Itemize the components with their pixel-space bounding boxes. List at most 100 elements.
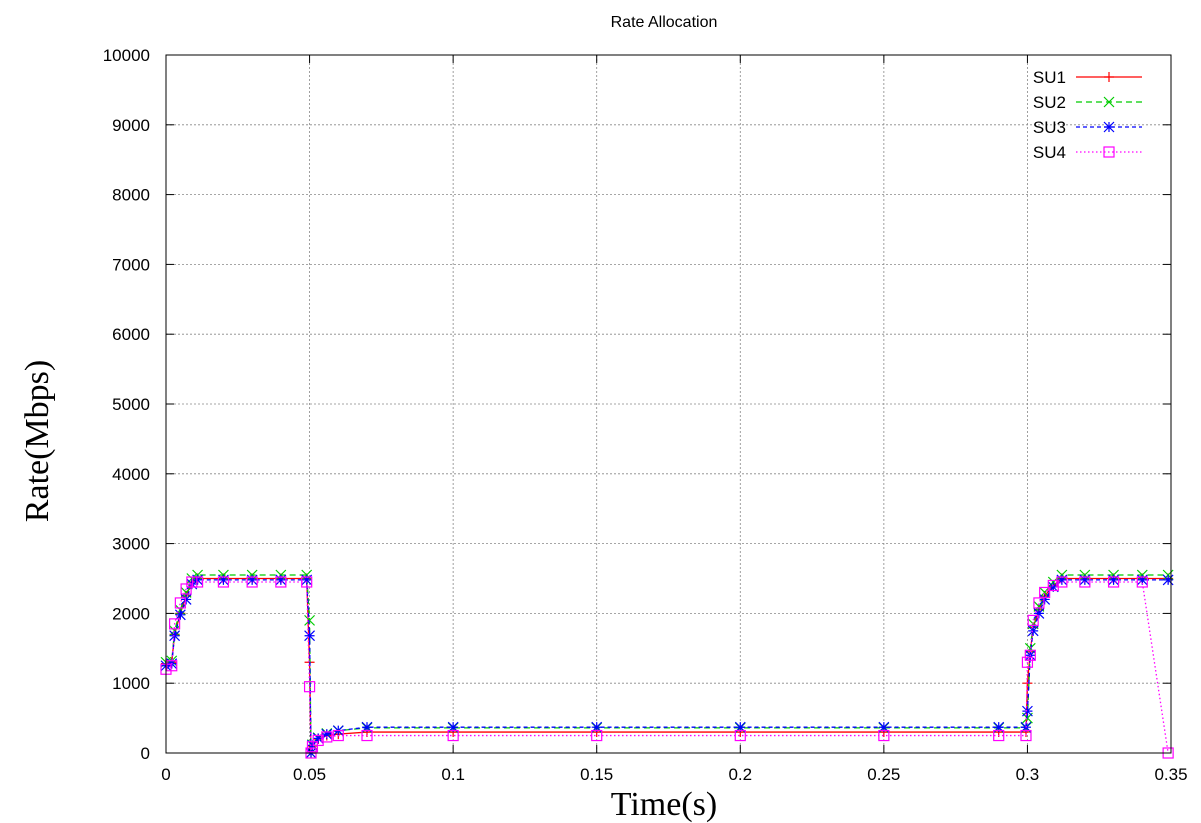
series-layer: [160, 569, 1174, 759]
data-point: [591, 721, 603, 733]
y-tick-label: 3000: [112, 535, 150, 554]
x-tick-label: 0.15: [580, 765, 613, 784]
data-point: [186, 576, 198, 588]
data-point: [734, 721, 746, 733]
data-point: [1027, 625, 1039, 637]
data-point: [306, 741, 319, 753]
data-point: [246, 576, 258, 588]
data-point: [169, 630, 181, 642]
x-tick-label: 0.2: [728, 765, 752, 784]
data-point: [1027, 614, 1039, 626]
legend-marker: [1104, 72, 1114, 82]
y-tick-label: 0: [141, 744, 150, 763]
axis-ticks: 0 0.05 0.1 0.15 0.2 0.25 0.3 0.35 0 1000 2000 3000 4…: [103, 46, 1188, 784]
data-point: [1056, 574, 1068, 586]
y-tick-label: 1000: [112, 674, 150, 693]
data-point: [1033, 607, 1045, 619]
data-point: [301, 574, 313, 586]
series-line: [165, 579, 1169, 754]
data-point: [275, 574, 287, 586]
legend-marker: [1103, 96, 1115, 108]
data-point: [186, 578, 198, 590]
y-tick-label: 6000: [112, 325, 150, 344]
data-point: [1162, 574, 1174, 586]
data-point: [312, 732, 324, 744]
series-line: [165, 574, 1169, 754]
y-tick-label: 10000: [103, 46, 150, 65]
legend-label: SU1: [1033, 68, 1066, 87]
data-point: [1107, 576, 1120, 588]
legend-entry: SU1: [1033, 68, 1142, 87]
data-point: [878, 729, 890, 742]
data-point: [180, 594, 192, 605]
data-point: [878, 721, 890, 733]
grid: [166, 55, 1171, 753]
data-point: [1136, 574, 1148, 586]
data-point: [275, 576, 287, 588]
data-point: [1024, 649, 1036, 661]
legend-entry: SU2: [1033, 93, 1142, 112]
x-axis-label: Time(s): [611, 786, 717, 823]
y-axis-label: Rate(Mbps): [19, 360, 56, 522]
data-point: [246, 574, 258, 586]
data-point: [1047, 581, 1059, 593]
x-tick-label: 0.1: [441, 765, 465, 784]
data-point: [361, 729, 373, 742]
data-point: [1056, 576, 1068, 588]
data-point: [1136, 576, 1148, 588]
data-point: [1079, 576, 1091, 588]
data-point: [332, 729, 344, 742]
x-tick-label: 0.25: [867, 765, 900, 784]
data-point: [1033, 597, 1045, 609]
series-line: [165, 581, 1169, 754]
data-point: [217, 576, 230, 588]
legend: SU1 SU2 SU3 SU4: [1033, 68, 1142, 162]
data-point: [191, 576, 204, 588]
series-SU4: [160, 576, 1174, 759]
legend-entry: SU3: [1033, 118, 1142, 137]
plot-frame: [165, 54, 1172, 754]
data-point: [218, 574, 229, 586]
data-point: [1108, 574, 1119, 586]
data-point: [321, 728, 333, 740]
y-tick-label: 8000: [112, 186, 150, 205]
y-tick-label: 2000: [112, 604, 150, 623]
legend-label: SU4: [1033, 143, 1066, 162]
legend-marker: [1103, 121, 1115, 133]
data-point: [169, 618, 181, 630]
chart-title: Rate Allocation: [611, 14, 718, 31]
data-point: [180, 583, 192, 595]
data-point: [303, 681, 316, 693]
legend-label: SU3: [1033, 118, 1066, 137]
legend-label: SU2: [1033, 93, 1066, 112]
y-tick-label: 4000: [112, 465, 150, 484]
data-point: [993, 721, 1005, 733]
data-point: [304, 614, 315, 626]
data-point: [301, 576, 313, 588]
data-point: [304, 630, 315, 642]
x-tick-label: 0.05: [293, 765, 326, 784]
y-tick-label: 9000: [112, 116, 150, 135]
x-tick-label: 0.35: [1154, 765, 1187, 784]
y-tick-label: 7000: [112, 255, 150, 274]
x-tick-label: 0: [161, 765, 170, 784]
data-point: [1039, 594, 1051, 605]
data-point: [447, 729, 459, 742]
data-point: [321, 731, 333, 743]
data-point: [166, 660, 178, 672]
data-point: [1079, 574, 1091, 586]
data-point: [993, 729, 1005, 742]
data-point: [591, 729, 603, 742]
data-point: [1039, 586, 1051, 599]
data-point: [734, 729, 746, 742]
y-tick-label: 5000: [112, 395, 150, 414]
data-point: [174, 597, 186, 609]
x-tick-label: 0.3: [1016, 765, 1040, 784]
series-SU2: [160, 569, 1174, 759]
data-point: [1022, 705, 1033, 717]
legend-marker: [1103, 146, 1115, 158]
data-point: [1020, 729, 1032, 742]
data-point: [361, 721, 373, 733]
data-point: [1047, 579, 1059, 592]
data-point: [1021, 656, 1034, 668]
